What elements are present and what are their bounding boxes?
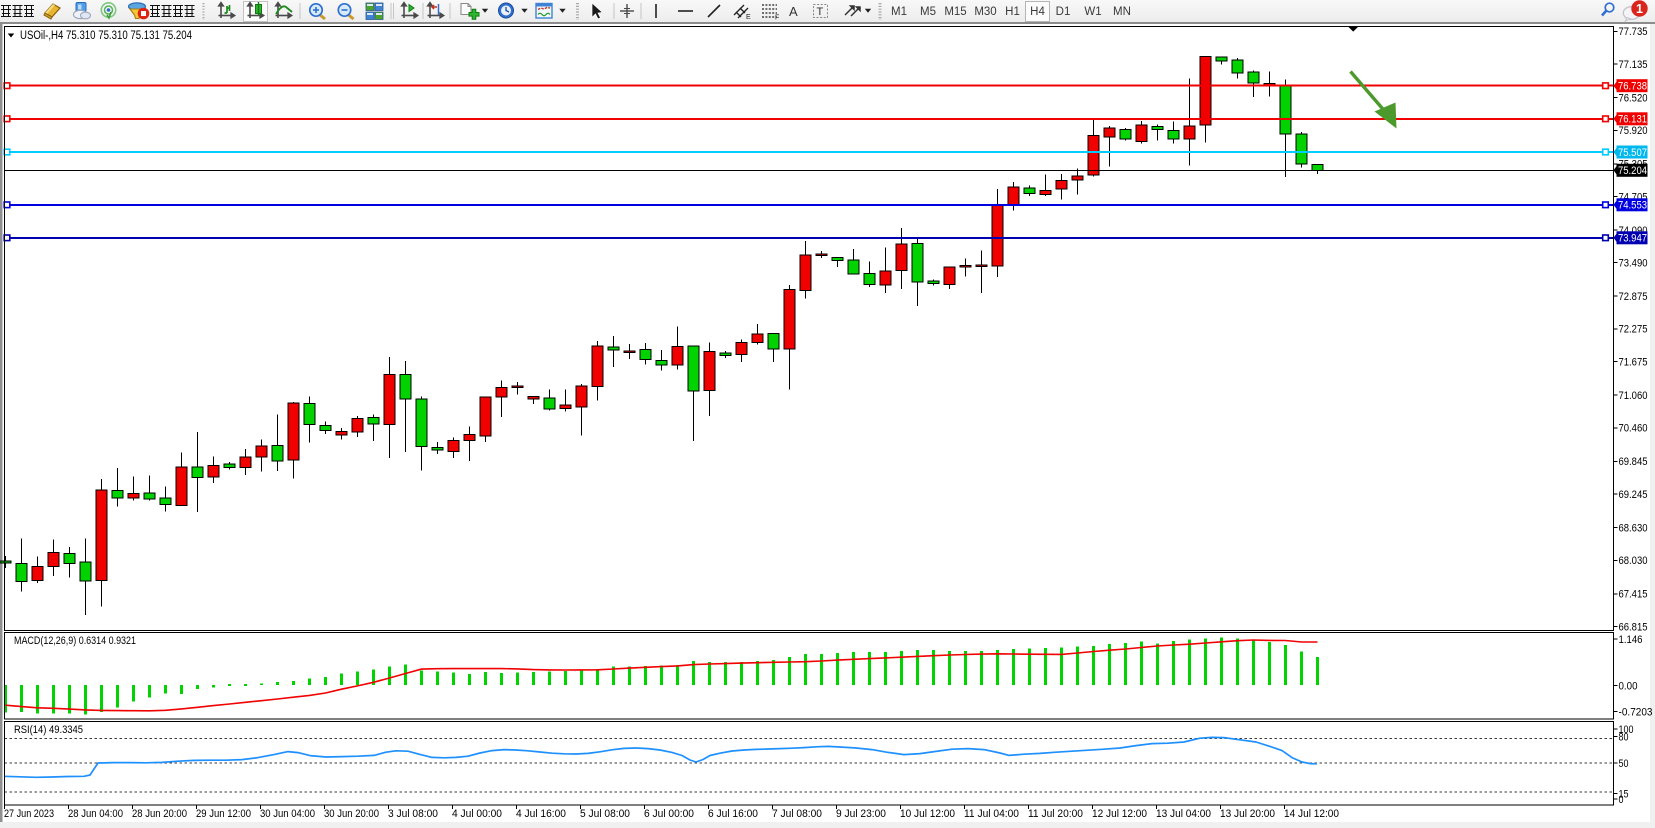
svg-text:67.415: 67.415 [1619, 589, 1648, 601]
svg-text:M15: M15 [944, 6, 966, 18]
svg-text:70.460: 70.460 [1619, 423, 1648, 435]
svg-text:100: 100 [1619, 724, 1634, 736]
svg-text:12 Jul 12:00: 12 Jul 12:00 [1092, 808, 1147, 820]
svg-text:0: 0 [1619, 794, 1624, 806]
svg-text:71.675: 71.675 [1619, 356, 1648, 368]
svg-text:6 Jul 16:00: 6 Jul 16:00 [708, 808, 758, 820]
svg-text:9 Jul 23:00: 9 Jul 23:00 [836, 808, 886, 820]
svg-text:77.735: 77.735 [1619, 26, 1648, 38]
svg-text:T: T [817, 6, 824, 18]
svg-text:3 Jul 08:00: 3 Jul 08:00 [388, 808, 438, 820]
svg-text:15: 15 [1619, 788, 1629, 800]
svg-text:68.630: 68.630 [1619, 522, 1648, 534]
svg-text:4 Jul 00:00: 4 Jul 00:00 [452, 808, 502, 820]
svg-text:50: 50 [1619, 758, 1629, 770]
svg-text:4 Jul 16:00: 4 Jul 16:00 [516, 808, 566, 820]
svg-text:73.490: 73.490 [1619, 258, 1648, 270]
svg-text:6 Jul 00:00: 6 Jul 00:00 [644, 808, 694, 820]
svg-text:72.875: 72.875 [1619, 291, 1648, 303]
svg-text:11 Jul 04:00: 11 Jul 04:00 [964, 808, 1019, 820]
svg-text:74.553: 74.553 [1618, 200, 1647, 212]
svg-text:68.030: 68.030 [1619, 555, 1648, 567]
svg-text:1: 1 [1636, 2, 1643, 16]
svg-text:7 Jul 08:00: 7 Jul 08:00 [772, 808, 822, 820]
svg-text:MN: MN [1113, 6, 1131, 18]
svg-text:69.845: 69.845 [1619, 456, 1648, 468]
svg-text:80: 80 [1619, 731, 1629, 743]
svg-text:D1: D1 [1056, 6, 1071, 18]
svg-text:5 Jul 08:00: 5 Jul 08:00 [580, 808, 630, 820]
svg-text:H1: H1 [1005, 6, 1020, 18]
svg-text:10 Jul 12:00: 10 Jul 12:00 [900, 808, 955, 820]
svg-text:M1: M1 [891, 6, 907, 18]
svg-text:RSI(14) 49.3345: RSI(14) 49.3345 [14, 724, 83, 736]
svg-text:30 Jun 04:00: 30 Jun 04:00 [260, 808, 315, 820]
svg-text:73.947: 73.947 [1618, 233, 1647, 245]
svg-text:USOil-,H4 75.310 75.310 75.13: USOil-,H4 75.310 75.310 75.131 75.204 [20, 30, 193, 42]
svg-text:76.131: 76.131 [1618, 114, 1647, 126]
svg-text:72.275: 72.275 [1619, 324, 1648, 336]
svg-text:75.920: 75.920 [1619, 125, 1648, 137]
svg-text:66.815: 66.815 [1619, 621, 1648, 633]
svg-text:13 Jul 04:00: 13 Jul 04:00 [1156, 808, 1211, 820]
svg-text:75.204: 75.204 [1618, 165, 1647, 177]
svg-text:H4: H4 [1030, 6, 1045, 18]
svg-text:1.146: 1.146 [1619, 634, 1643, 646]
svg-text:-0.7203: -0.7203 [1619, 706, 1653, 718]
svg-text:13 Jul 20:00: 13 Jul 20:00 [1220, 808, 1275, 820]
svg-text:29 Jun 12:00: 29 Jun 12:00 [196, 808, 251, 820]
svg-text:14 Jul 12:00: 14 Jul 12:00 [1284, 808, 1339, 820]
svg-text:27 Jun 2023: 27 Jun 2023 [4, 808, 54, 820]
svg-text:11 Jul 20:00: 11 Jul 20:00 [1028, 808, 1083, 820]
svg-text:0.00: 0.00 [1619, 680, 1638, 692]
svg-text:28 Jun 20:00: 28 Jun 20:00 [132, 808, 187, 820]
svg-text:A: A [789, 4, 798, 19]
svg-text:75.507: 75.507 [1618, 147, 1647, 159]
svg-text:77.135: 77.135 [1619, 59, 1648, 71]
svg-text:M30: M30 [974, 6, 996, 18]
svg-text:E: E [746, 14, 751, 21]
svg-text:M5: M5 [920, 6, 936, 18]
svg-text:F: F [775, 15, 779, 22]
svg-text:71.060: 71.060 [1619, 390, 1648, 402]
svg-text:76.520: 76.520 [1619, 92, 1648, 104]
svg-text:69.245: 69.245 [1619, 489, 1648, 501]
svg-text:W1: W1 [1084, 6, 1101, 18]
svg-text:28 Jun 04:00: 28 Jun 04:00 [68, 808, 123, 820]
svg-text:MACD(12,26,9) 0.6314 0.9321: MACD(12,26,9) 0.6314 0.9321 [14, 635, 136, 647]
svg-text:76.738: 76.738 [1618, 81, 1647, 93]
svg-text:30 Jun 20:00: 30 Jun 20:00 [324, 808, 379, 820]
